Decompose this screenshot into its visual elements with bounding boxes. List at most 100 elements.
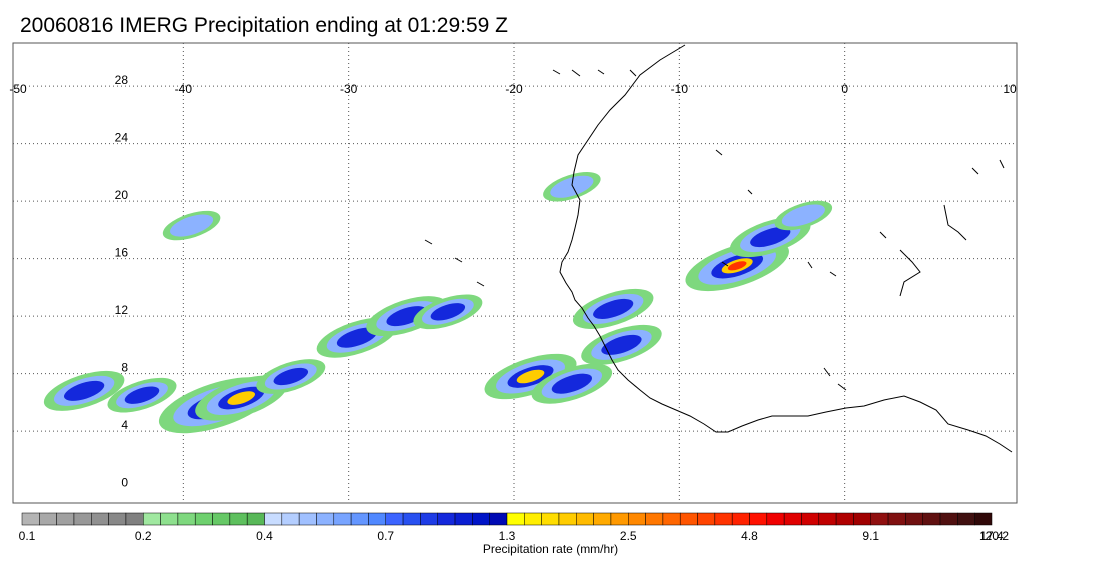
colorbar-cell (21, 512, 40, 526)
colorbar-cell (835, 512, 854, 526)
colorbar-cell (437, 512, 456, 526)
precip-cell (551, 373, 592, 394)
colorbar-cell (143, 512, 161, 526)
lon-tick-label: -20 (505, 82, 523, 96)
colorbar-cell (177, 512, 196, 526)
colorbar-cell (91, 512, 109, 526)
colorbar-cell (801, 512, 820, 526)
colorbar-tick-label: 17.4 (980, 529, 1004, 543)
colorbar-label: Precipitation rate (mm/hr) (482, 542, 619, 556)
colorbar-cell (506, 512, 525, 526)
colorbar-tick-label: 0.4 (256, 529, 273, 543)
map-title: 20060816 IMERG Precipitation ending at 0… (20, 14, 508, 37)
precip-cell (593, 298, 634, 319)
colorbar-cell (281, 512, 300, 526)
colorbar-cell (472, 512, 490, 526)
colorbar-cell (818, 512, 837, 526)
colorbar-cell (350, 512, 369, 526)
lat-tick-label: 24 (115, 131, 129, 145)
colorbar-cell (489, 512, 508, 526)
colorbar-cell (524, 512, 542, 526)
graticule (13, 43, 1017, 503)
coastline (424, 44, 1013, 453)
colorbar-cell (229, 512, 248, 526)
colorbar-cell (610, 512, 629, 526)
precip-cell (273, 367, 309, 386)
lat-tick-label: 16 (115, 246, 129, 260)
colorbar-cell (541, 512, 560, 526)
lat-tick-label: 0 (121, 476, 128, 490)
colorbar-tick-label: 0.1 (19, 529, 36, 543)
precip-cell (550, 175, 594, 198)
precip-cell (170, 214, 214, 237)
colorbar-cell (576, 512, 594, 526)
lat-tick-label: 4 (121, 418, 128, 432)
colorbar-cell (73, 512, 92, 526)
colorbar-cell (974, 512, 993, 526)
colorbar-cell (905, 512, 923, 526)
colorbar-cell (662, 512, 681, 526)
colorbar-cell (264, 512, 283, 526)
axis-labels: -50 -40 -30 -20 -10 0 10 0 4 8 12 16 20 24 28 (9, 73, 1017, 490)
colorbar-cell (558, 512, 577, 526)
precip-cell (727, 261, 747, 271)
colorbar-cell (56, 512, 75, 526)
colorbar-tick-label: 4.8 (741, 529, 758, 543)
lon-tick-label: -50 (9, 82, 27, 96)
colorbar-cell (39, 512, 57, 526)
lat-tick-label: 20 (115, 188, 129, 202)
colorbar-cell (679, 512, 698, 526)
colorbar-cell (316, 512, 335, 526)
lon-tick-label: 10 (1003, 82, 1017, 96)
precip-cell (750, 227, 791, 248)
colorbar-tick-label: 9.1 (862, 529, 879, 543)
lat-tick-label: 8 (121, 361, 128, 375)
precip-cell (781, 204, 825, 227)
colorbar-cell (368, 512, 386, 526)
colorbar-cell (957, 512, 975, 526)
lon-tick-label: 0 (841, 82, 848, 96)
lat-tick-label: 12 (115, 303, 129, 317)
colorbar-cell (887, 512, 906, 526)
precip-cell (516, 369, 545, 384)
colorbar-tick-label: 0.2 (135, 529, 152, 543)
colorbar-cell (298, 512, 317, 526)
colorbar-cell (420, 512, 438, 526)
colorbar-cell (108, 512, 127, 526)
lon-tick-label: -30 (340, 82, 358, 96)
precip-cell (386, 306, 427, 327)
colorbar-cell (870, 512, 889, 526)
colorbar-tick-labels: 0.10.20.40.71.32.54.89.117.433.163.1120.… (19, 529, 1010, 543)
colorbar-cells (21, 512, 993, 526)
colorbar-tick-label: 2.5 (620, 529, 637, 543)
colorbar-cell (749, 512, 768, 526)
colorbar-cell (697, 512, 716, 526)
precip-cell (601, 334, 642, 355)
colorbar-cell (454, 512, 473, 526)
lat-tick-label: 28 (115, 73, 129, 87)
colorbar-tick-label: 120.2 (979, 529, 1009, 543)
colorbar-tick-label: 1.3 (499, 529, 516, 543)
colorbar-cell (766, 512, 785, 526)
colorbar-cell (731, 512, 750, 526)
colorbar-cell (783, 512, 802, 526)
colorbar-cell (385, 512, 404, 526)
precip-cell (227, 391, 255, 405)
colorbar-cell (922, 512, 941, 526)
colorbar-cell (246, 512, 265, 526)
lon-tick-label: -10 (671, 82, 689, 96)
colorbar-cell (593, 512, 612, 526)
colorbar-cell (714, 512, 733, 526)
precip-cell (336, 327, 378, 348)
colorbar-cell (333, 512, 352, 526)
precip-cell (64, 380, 105, 401)
colorbar-cell (939, 512, 958, 526)
colorbar-cell (402, 512, 421, 526)
colorbar-cell (853, 512, 872, 526)
lon-tick-label: -40 (175, 82, 193, 96)
colorbar-cell (194, 512, 213, 526)
precipitation-field (43, 172, 833, 434)
colorbar-cell (160, 512, 179, 526)
